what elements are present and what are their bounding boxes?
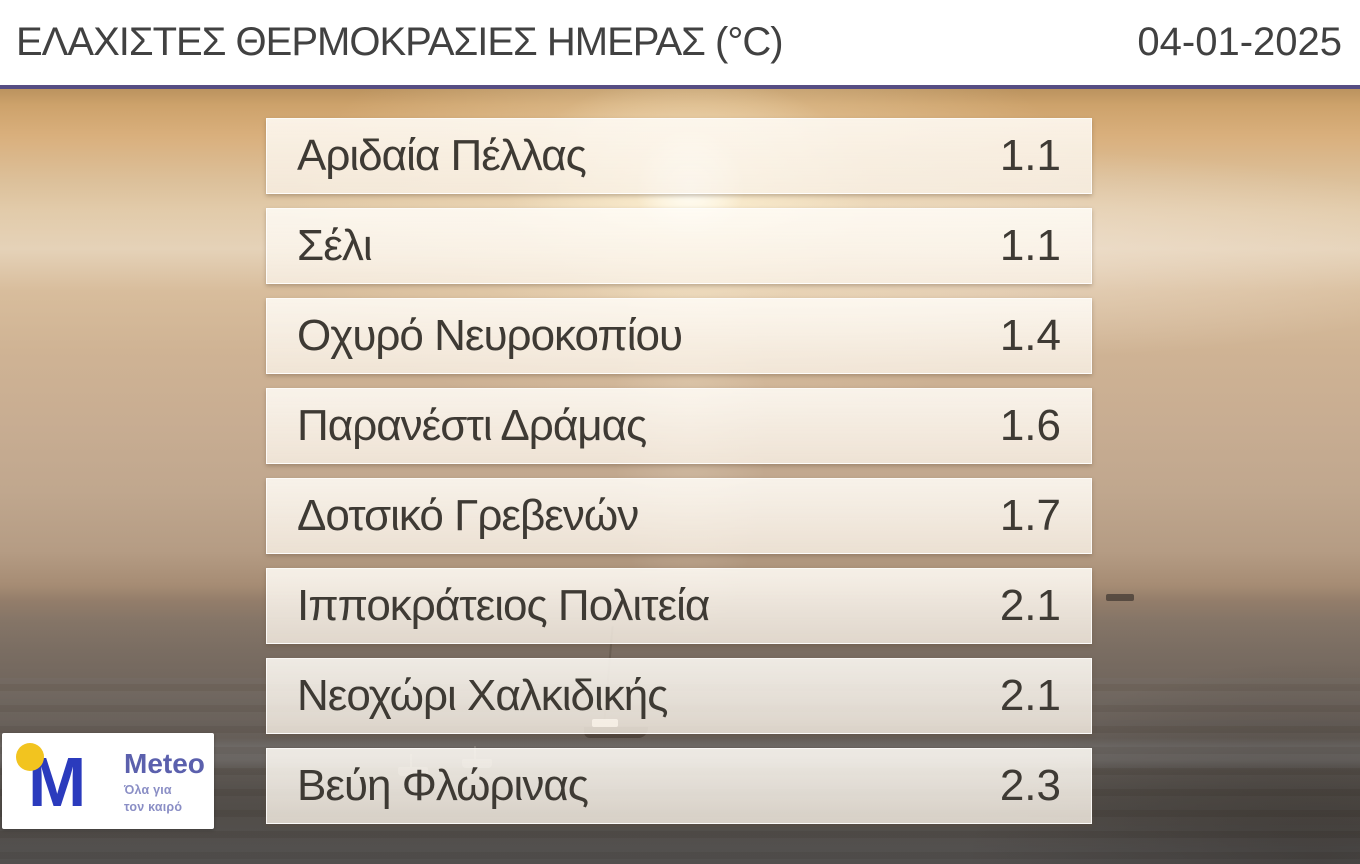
logo-tagline-line1: Όλα για <box>124 783 172 798</box>
horizon-ship-silhouette <box>1106 594 1134 601</box>
logo-brand: Meteo <box>124 748 205 780</box>
station-temp: 2.3 <box>999 761 1061 810</box>
sun-dot-icon <box>16 743 44 771</box>
table-row: Νεοχώρι Χαλκιδικής 2.1 <box>266 658 1092 734</box>
station-name: Νεοχώρι Χαλκιδικής <box>297 671 668 720</box>
meteo-logo-text: Meteo Όλα για τον καιρό <box>124 749 205 815</box>
station-name: Σέλι <box>297 221 373 270</box>
header-date: 04-01-2025 <box>1137 20 1342 64</box>
table-row: Παρανέστι Δράμας 1.6 <box>266 388 1092 464</box>
station-name: Οχυρό Νευροκοπίου <box>297 311 683 360</box>
table-row: Βεύη Φλώρινας 2.3 <box>266 748 1092 824</box>
station-temp: 1.1 <box>999 221 1061 270</box>
station-temp: 2.1 <box>999 671 1061 720</box>
station-temp: 1.4 <box>999 311 1061 360</box>
station-temp: 1.7 <box>999 491 1061 540</box>
table-row: Δοτσικό Γρεβενών 1.7 <box>266 478 1092 554</box>
station-name: Δοτσικό Γρεβενών <box>297 491 639 540</box>
station-temp: 2.1 <box>999 581 1061 630</box>
station-name: Ιπποκράτειος Πολιτεία <box>297 581 710 630</box>
station-temp: 1.6 <box>999 401 1061 450</box>
table-row: Ιπποκράτειος Πολιτεία 2.1 <box>266 568 1092 644</box>
station-name: Βεύη Φλώρινας <box>297 761 589 810</box>
logo-tagline: Όλα για τον καιρό <box>124 782 205 815</box>
station-name: Αριδαία Πέλλας <box>297 131 587 180</box>
meteo-logo: M Meteo Όλα για τον καιρό <box>2 733 214 829</box>
meteo-logo-mark: M <box>10 739 122 823</box>
header-divider <box>0 85 1360 89</box>
temperature-table: Αριδαία Πέλλας 1.1 Σέλι 1.1 Οχυρό Νευροκ… <box>266 118 1092 838</box>
logo-tagline-line2: τον καιρό <box>124 799 183 814</box>
station-name: Παρανέστι Δράμας <box>297 401 647 450</box>
station-temp: 1.1 <box>999 131 1061 180</box>
table-row: Αριδαία Πέλλας 1.1 <box>266 118 1092 194</box>
page-title: ΕΛΑΧΙΣΤΕΣ ΘΕΡΜΟΚΡΑΣΙΕΣ ΗΜΕΡΑΣ (°C) <box>16 20 784 64</box>
table-row: Σέλι 1.1 <box>266 208 1092 284</box>
table-row: Οχυρό Νευροκοπίου 1.4 <box>266 298 1092 374</box>
header: ΕΛΑΧΙΣΤΕΣ ΘΕΡΜΟΚΡΑΣΙΕΣ ΗΜΕΡΑΣ (°C) 04-01… <box>0 0 1360 85</box>
